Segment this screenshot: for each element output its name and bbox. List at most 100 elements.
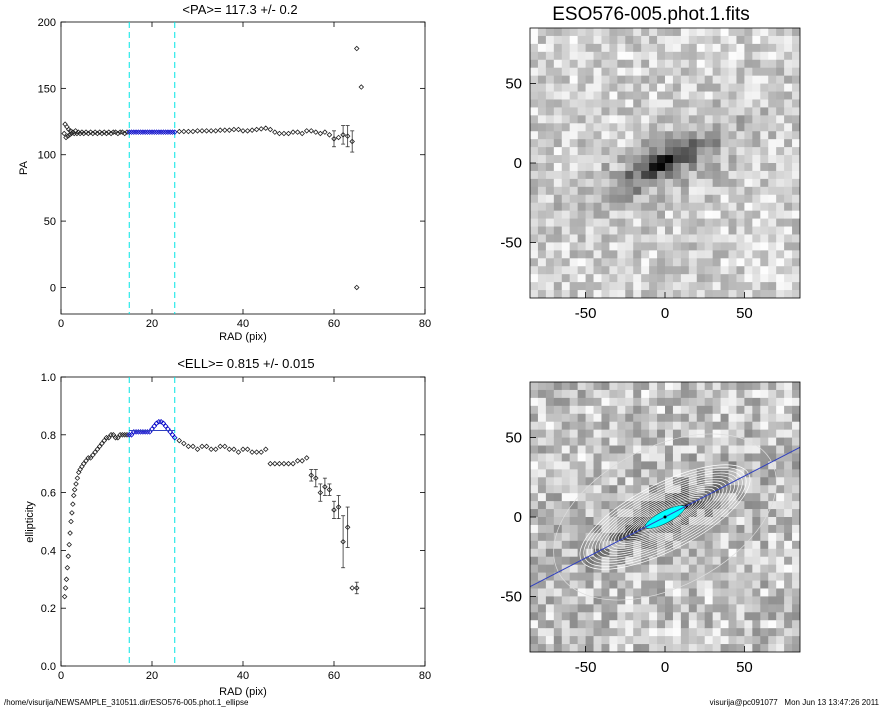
image-pixel — [577, 226, 586, 235]
image-pixel — [633, 405, 642, 415]
image-pixel — [665, 194, 674, 204]
image-pixel — [537, 429, 547, 438]
image-pixel — [744, 75, 753, 84]
image-pixel — [752, 274, 761, 283]
image-pixel — [569, 437, 579, 446]
image-pixel — [752, 604, 761, 613]
image-pixel — [744, 274, 753, 283]
image-pixel — [768, 139, 777, 148]
image-pixel — [672, 250, 682, 259]
ell-data-point — [80, 460, 87, 467]
image-pixel — [625, 493, 634, 502]
image-pixel — [553, 155, 563, 164]
image-pixel — [696, 99, 706, 108]
image-pixel — [728, 580, 737, 589]
image-pixel — [657, 28, 666, 37]
ell-data-point — [276, 460, 283, 467]
image-pixel — [752, 178, 761, 188]
image-pixel — [537, 437, 547, 446]
image-pixel — [641, 218, 650, 227]
image-pixel — [712, 274, 721, 283]
image-pixel — [593, 250, 602, 259]
image-pixel — [601, 131, 610, 140]
image-pixel — [704, 210, 714, 219]
image-pixel — [545, 461, 555, 470]
image-pixel — [720, 429, 729, 438]
image-pixel — [752, 115, 761, 124]
image-pixel — [625, 91, 634, 100]
image-pixel — [625, 43, 634, 53]
image-pixel — [561, 210, 571, 219]
image-pixel — [569, 123, 579, 132]
image-pixel — [696, 572, 706, 581]
image-pixel — [617, 163, 626, 172]
image-pixel — [744, 99, 753, 108]
image-pixel — [633, 445, 642, 454]
image-pixel — [569, 604, 579, 613]
ell-data-point — [313, 475, 319, 481]
image-pixel — [736, 107, 745, 116]
image-pixel — [530, 67, 539, 77]
image-pixel — [545, 413, 555, 423]
image-pixel — [585, 493, 594, 502]
image-pixel — [720, 469, 729, 478]
image-pixel — [577, 644, 586, 652]
image-pixel — [736, 59, 745, 69]
image-pixel — [585, 99, 594, 108]
image-pixel — [537, 445, 547, 454]
image-pixel — [569, 266, 579, 275]
image-pixel — [609, 469, 618, 478]
image-pixel — [720, 155, 729, 164]
image-pixel — [784, 163, 793, 172]
image-pixel — [641, 461, 650, 470]
image-pixel — [792, 75, 800, 84]
ell-x-tick-label: 20 — [146, 670, 158, 682]
image-pixel — [553, 123, 563, 132]
image-pixel — [680, 596, 690, 605]
image-pixel — [561, 163, 571, 172]
image-pixel — [561, 532, 571, 542]
image-pixel — [649, 51, 658, 61]
image-pixel — [569, 556, 579, 566]
image-pixel — [720, 628, 729, 637]
image-pixel — [641, 99, 650, 108]
image-pixel — [609, 540, 618, 550]
image-pixel — [688, 28, 698, 37]
image-pixel — [712, 186, 721, 196]
image-pixel — [561, 194, 571, 204]
image-pixel — [561, 421, 571, 431]
image-pixel — [776, 274, 785, 283]
image-pixel — [665, 485, 674, 494]
image-pixel — [744, 501, 753, 510]
image-pixel — [569, 210, 579, 219]
image-pixel — [752, 437, 761, 446]
pa-data-point — [64, 124, 70, 130]
image-pixel — [633, 596, 642, 605]
image-pixel — [744, 226, 753, 235]
image-pixel — [657, 155, 666, 164]
image-pixel — [537, 397, 547, 407]
image-pixel — [617, 234, 626, 243]
image-pixel — [609, 226, 618, 235]
image-pixel — [784, 548, 793, 558]
image-pixel — [696, 453, 706, 462]
pa-data-point — [276, 130, 283, 137]
image-pixel — [744, 382, 753, 391]
image-pixel — [561, 170, 571, 180]
ell-data-point — [112, 434, 119, 441]
pa-data-point — [317, 130, 324, 137]
image-pixel — [712, 178, 721, 188]
image-pixel — [530, 99, 539, 108]
image-pixel — [609, 91, 618, 100]
image-pixel — [672, 572, 682, 581]
image-pixel — [553, 572, 563, 581]
image-pixel — [530, 139, 539, 148]
image-pixel — [593, 628, 602, 637]
pa-x-ticks: 0 20 40 60 80 — [58, 22, 431, 330]
image-pixel — [760, 389, 769, 399]
image-pixel — [712, 556, 721, 566]
image-pixel — [561, 628, 571, 637]
image-pixel — [649, 524, 658, 534]
image-pixel — [680, 163, 690, 172]
